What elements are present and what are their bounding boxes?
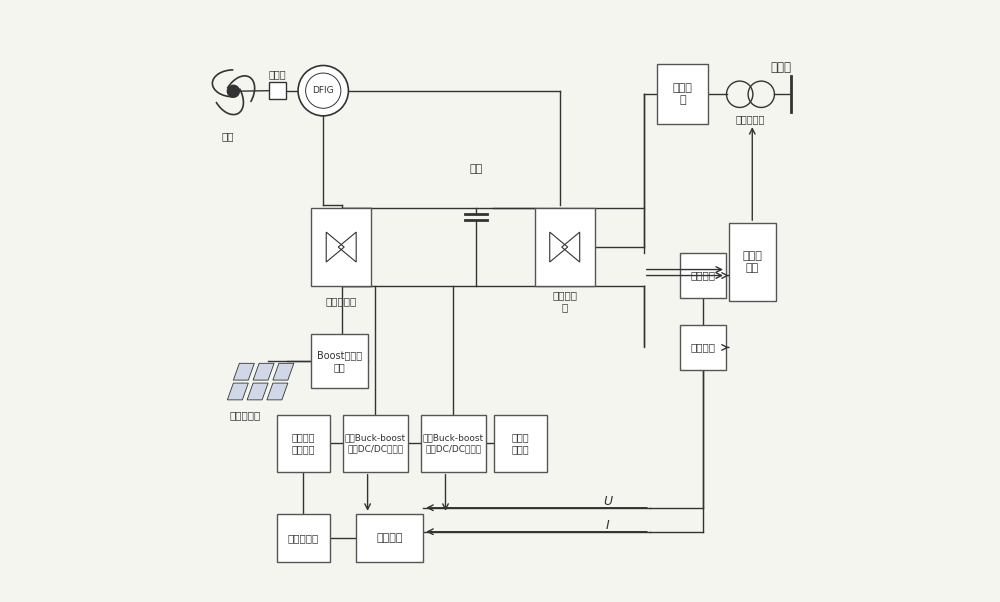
Text: 电压检测: 电压检测 [690,270,715,281]
Text: 电池储
能装置: 电池储 能装置 [512,432,529,454]
FancyBboxPatch shape [356,514,423,562]
FancyBboxPatch shape [421,415,486,472]
Text: 第一Buck-boost
双向DC/DC变换器: 第一Buck-boost 双向DC/DC变换器 [345,433,406,453]
Text: 叶片: 叶片 [221,131,234,141]
Circle shape [298,66,348,116]
Polygon shape [253,364,274,380]
Polygon shape [233,364,254,380]
Bar [269,82,286,99]
FancyBboxPatch shape [311,208,371,286]
Text: 机侧变流器: 机侧变流器 [326,296,357,306]
Polygon shape [227,383,248,400]
Text: U: U [603,495,612,508]
Polygon shape [267,383,288,400]
Polygon shape [247,383,268,400]
FancyBboxPatch shape [729,223,776,301]
Text: 并网控
制器: 并网控 制器 [742,251,762,273]
Text: 电流检测: 电流检测 [690,343,715,352]
Text: 超级电容
储能装置: 超级电容 储能装置 [292,432,315,454]
FancyBboxPatch shape [494,415,547,472]
FancyBboxPatch shape [680,325,726,370]
FancyBboxPatch shape [277,415,330,472]
Circle shape [227,85,239,98]
Polygon shape [273,364,294,380]
Text: 光伏电池板: 光伏电池板 [230,410,261,420]
Text: 并网开
关: 并网开 关 [673,84,692,105]
FancyBboxPatch shape [680,253,726,298]
Text: 低通滤波器: 低通滤波器 [288,533,319,542]
Text: 升压变压器: 升压变压器 [736,114,765,125]
Text: 外电网: 外电网 [770,61,791,74]
Text: 网侧变流
器: 网侧变流 器 [552,290,577,312]
FancyBboxPatch shape [535,208,595,286]
Text: 第二Buck-boost
双向DC/DC变换器: 第二Buck-boost 双向DC/DC变换器 [423,433,484,453]
Text: 控制模块: 控制模块 [376,533,403,542]
FancyBboxPatch shape [277,514,330,562]
Text: 电容: 电容 [469,164,483,174]
Text: DFIG: DFIG [312,86,334,95]
FancyBboxPatch shape [311,334,368,388]
FancyBboxPatch shape [657,64,708,124]
Text: 齿轮箱: 齿轮箱 [269,69,287,79]
Text: Boost升压变
换器: Boost升压变 换器 [317,350,362,371]
Text: I: I [606,519,610,532]
FancyBboxPatch shape [343,415,408,472]
